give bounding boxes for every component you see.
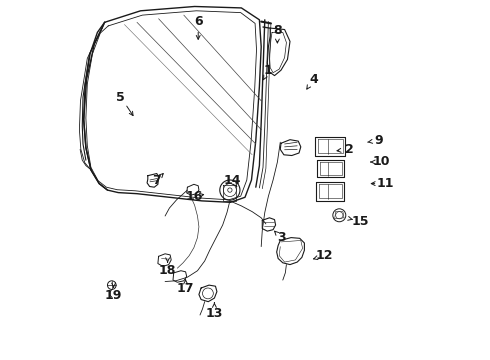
Text: 10: 10	[373, 156, 391, 168]
Text: 1: 1	[264, 64, 273, 77]
Text: 3: 3	[277, 231, 285, 244]
Text: 2: 2	[345, 143, 354, 156]
Text: 4: 4	[309, 73, 318, 86]
Text: 7: 7	[152, 174, 161, 186]
Text: 14: 14	[223, 174, 241, 186]
Text: 9: 9	[374, 134, 383, 147]
Text: 15: 15	[351, 215, 369, 228]
Text: 19: 19	[105, 289, 122, 302]
Text: 17: 17	[177, 282, 195, 294]
Text: 13: 13	[206, 307, 223, 320]
Text: 8: 8	[273, 24, 282, 37]
Text: 6: 6	[194, 15, 202, 28]
Text: 5: 5	[117, 91, 125, 104]
Text: 12: 12	[316, 249, 333, 262]
Text: 11: 11	[377, 177, 394, 190]
Text: 18: 18	[159, 264, 176, 276]
Text: 16: 16	[186, 190, 203, 203]
